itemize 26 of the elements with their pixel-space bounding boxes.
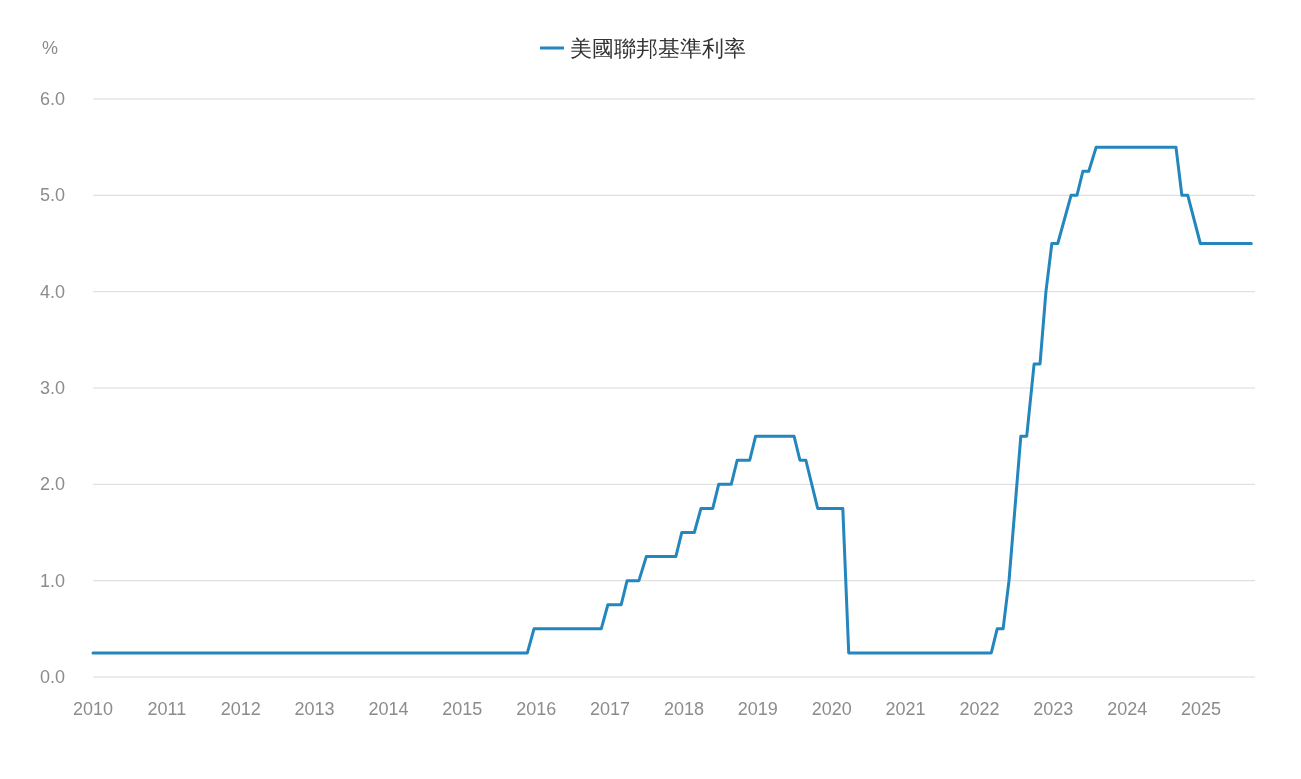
line-series [91, 145, 1253, 655]
legend-label: 美國聯邦基準利率 [570, 36, 746, 61]
x-tick-label: 2021 [885, 699, 926, 719]
y-tick-label: 0.0 [39, 667, 65, 687]
x-tick-label: 2018 [663, 699, 704, 719]
y-axis-title: % [41, 38, 59, 58]
x-tick-label: 2024 [1107, 699, 1148, 719]
x-tick-label: 2025 [1181, 699, 1222, 719]
y-tick-label: 4.0 [39, 281, 65, 302]
x-tick-label: 2015 [442, 699, 483, 719]
x-tick-label: 2020 [811, 699, 852, 719]
x-tick-label: 2012 [220, 699, 261, 719]
x-tick-label: 2010 [72, 699, 114, 719]
x-tick-label: 2014 [368, 699, 409, 719]
x-tick-label: 2017 [590, 699, 631, 719]
y-tick-label: 3.0 [39, 378, 65, 398]
y-tick-label: 2.0 [39, 474, 65, 495]
y-tick-label: 6.0 [39, 89, 65, 109]
x-tick-label: 2011 [147, 699, 187, 719]
x-tick-label: 2016 [516, 699, 557, 719]
y-tick-label: 5.0 [39, 185, 65, 206]
y-tick-label: 1.0 [39, 570, 65, 591]
x-tick-label: 2019 [737, 699, 778, 719]
x-tick-label: 2022 [959, 699, 1000, 719]
x-tick-label: 2023 [1033, 699, 1074, 719]
x-tick-label: 2013 [294, 699, 335, 719]
